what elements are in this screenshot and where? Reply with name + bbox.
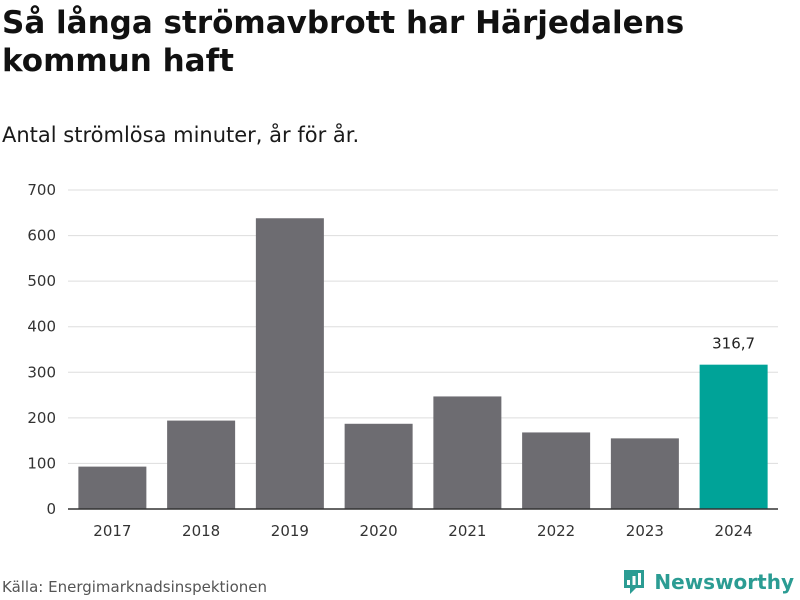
y-tick-label: 500 bbox=[27, 272, 56, 290]
x-tick-label: 2018 bbox=[182, 522, 220, 540]
bar-2019 bbox=[255, 218, 324, 510]
chart-title: Så långa strömavbrott har Härjedalens ko… bbox=[2, 5, 685, 79]
bar-2018 bbox=[167, 420, 236, 509]
newsworthy-logo-icon bbox=[624, 570, 645, 594]
x-tick-label: 2023 bbox=[626, 522, 664, 540]
bar-2023 bbox=[610, 438, 679, 509]
bar-chart: 0 100 200 300 400 500 600 700 2017 2018 2019 2020 20… bbox=[27, 181, 778, 540]
bar-2017 bbox=[78, 466, 147, 509]
x-tick-label: 2021 bbox=[448, 522, 486, 540]
x-tick-label: 2020 bbox=[360, 522, 398, 540]
source-note: Källa: Energimarknadsinspektionen bbox=[2, 578, 268, 596]
x-tick-label: 2019 bbox=[271, 522, 309, 540]
y-tick-label: 100 bbox=[27, 454, 56, 472]
bar-2021 bbox=[433, 396, 502, 509]
brand-logo: Newsworthy bbox=[622, 568, 794, 596]
bar-2024 bbox=[699, 364, 768, 509]
y-tick-label: 300 bbox=[27, 363, 56, 381]
x-tick-label: 2022 bbox=[537, 522, 575, 540]
bar-2022 bbox=[522, 432, 591, 509]
data-label: 316,7 bbox=[712, 335, 755, 353]
y-tick-label: 200 bbox=[27, 409, 56, 427]
x-tick-label: 2024 bbox=[715, 522, 753, 540]
x-tick-label: 2017 bbox=[93, 522, 131, 540]
y-tick-label: 700 bbox=[27, 181, 56, 199]
bar-2020 bbox=[344, 423, 413, 509]
y-tick-label: 600 bbox=[27, 227, 56, 245]
chart-subtitle: Antal strömlösa minuter, år för år. bbox=[2, 123, 360, 147]
y-tick-label: 400 bbox=[27, 318, 56, 336]
brand-name: Newsworthy bbox=[654, 570, 794, 594]
y-tick-label: 0 bbox=[46, 500, 56, 518]
